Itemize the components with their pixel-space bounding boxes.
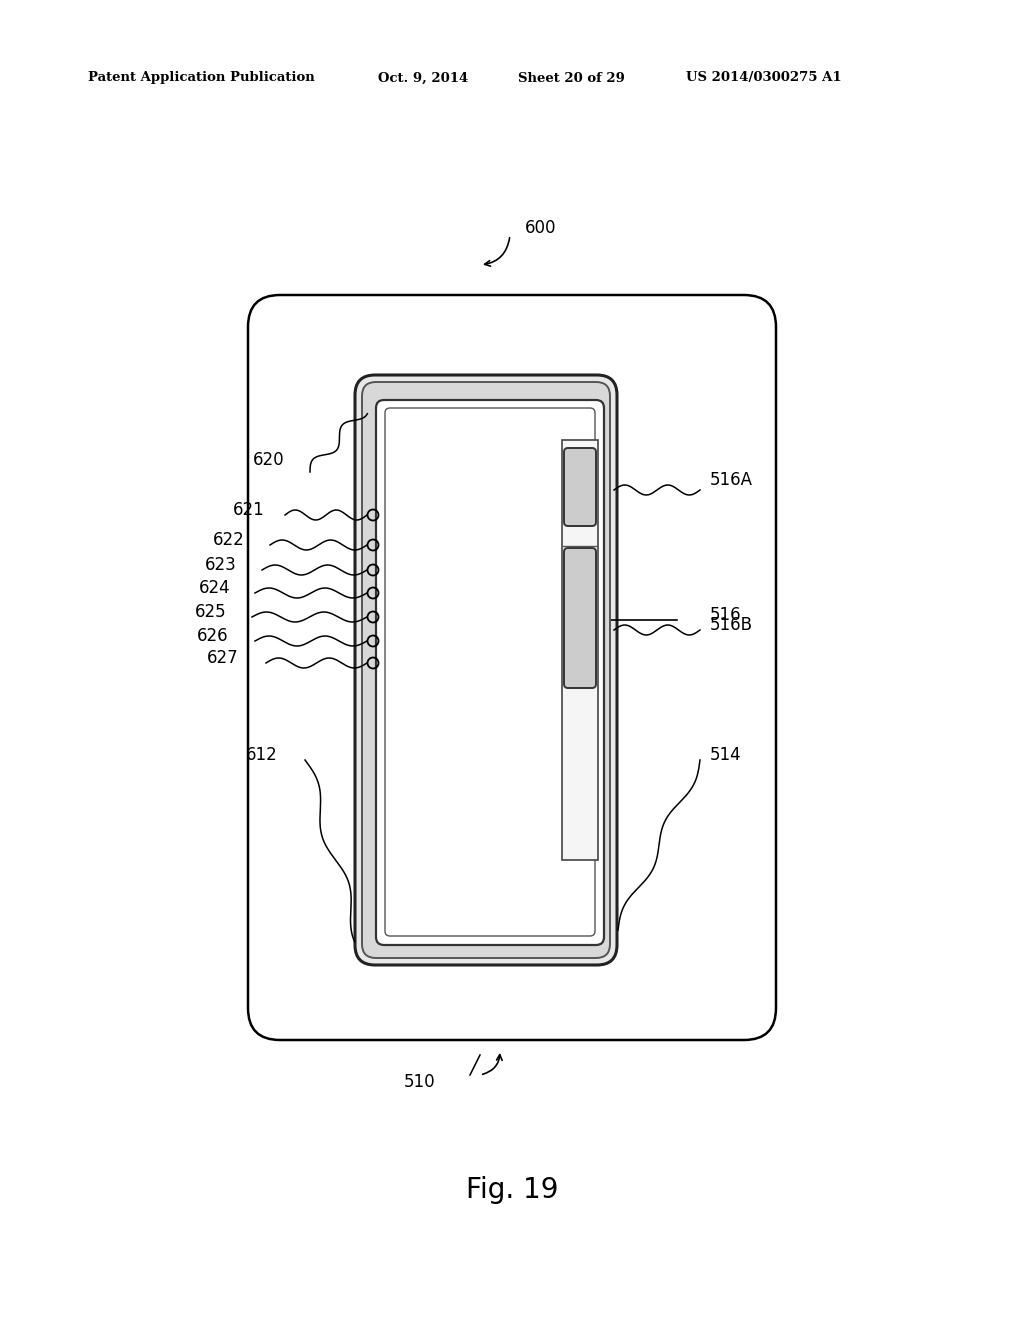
Text: 600: 600 xyxy=(525,219,556,238)
Text: 626: 626 xyxy=(197,627,228,645)
FancyBboxPatch shape xyxy=(362,381,610,958)
Text: US 2014/0300275 A1: US 2014/0300275 A1 xyxy=(686,71,842,84)
FancyBboxPatch shape xyxy=(248,294,776,1040)
Text: 516B: 516B xyxy=(710,616,753,634)
Text: 624: 624 xyxy=(199,579,230,597)
Text: 620: 620 xyxy=(253,451,285,469)
Text: Fig. 19: Fig. 19 xyxy=(466,1176,558,1204)
FancyBboxPatch shape xyxy=(385,408,595,936)
Text: Sheet 20 of 29: Sheet 20 of 29 xyxy=(518,71,625,84)
Text: 612: 612 xyxy=(246,746,278,764)
Text: 621: 621 xyxy=(233,502,265,519)
Text: 516A: 516A xyxy=(710,471,753,488)
Text: Patent Application Publication: Patent Application Publication xyxy=(88,71,314,84)
Text: 627: 627 xyxy=(207,649,238,667)
Text: 510: 510 xyxy=(404,1073,436,1092)
FancyBboxPatch shape xyxy=(564,548,596,688)
Bar xyxy=(562,440,598,861)
FancyBboxPatch shape xyxy=(376,400,604,945)
Text: 622: 622 xyxy=(213,531,245,549)
FancyBboxPatch shape xyxy=(355,375,617,965)
Text: 516: 516 xyxy=(710,606,741,624)
Text: Oct. 9, 2014: Oct. 9, 2014 xyxy=(378,71,468,84)
Text: 623: 623 xyxy=(205,556,237,574)
FancyBboxPatch shape xyxy=(564,447,596,525)
Text: 625: 625 xyxy=(195,603,226,620)
Text: 514: 514 xyxy=(710,746,741,764)
